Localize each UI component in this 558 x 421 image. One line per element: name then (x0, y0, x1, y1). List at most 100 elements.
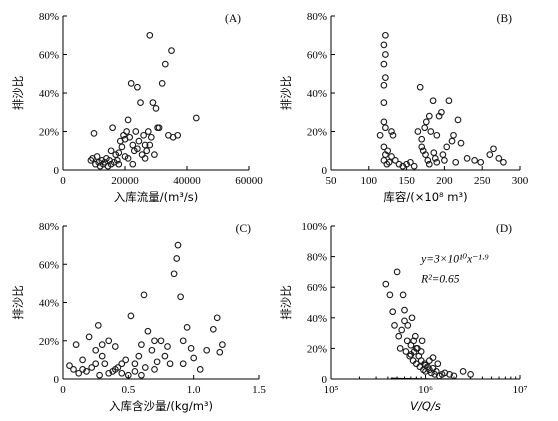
data-point (209, 325, 217, 333)
data-point (454, 116, 462, 124)
data-point (140, 291, 148, 299)
data-point (495, 155, 503, 162)
y-tick-label: 20% (39, 336, 59, 348)
y-tick-label: 80% (307, 252, 327, 264)
data-point (146, 31, 154, 39)
data-point (389, 131, 397, 139)
data-point (441, 157, 448, 164)
chart-panel-4: 0 20% 40% 60% 80% 100% 10⁵ 10⁶ 10⁷ 排沙比 V/Q/s (D) y=3… (279, 221, 528, 413)
data-point (164, 343, 171, 350)
data-point (213, 314, 221, 322)
data-point (93, 153, 101, 160)
data-point (443, 143, 451, 151)
data-point (124, 116, 132, 124)
y-axis-title: 排沙比 (279, 285, 293, 320)
data-point (155, 124, 163, 132)
data-point (101, 360, 109, 368)
data-point (399, 162, 407, 170)
data-point (166, 360, 174, 368)
data-point (157, 337, 165, 345)
data-point (138, 341, 145, 348)
x-tick-label: 10⁶ (418, 384, 433, 396)
data-point (111, 343, 119, 350)
y-tick-label: 40% (307, 313, 327, 325)
data-point (174, 131, 182, 139)
y-tick-label: 80% (307, 11, 327, 23)
data-point (190, 354, 198, 362)
data-point (161, 352, 169, 360)
data-point (467, 371, 474, 378)
data-point (446, 371, 453, 378)
data-point (421, 124, 429, 132)
data-point (418, 143, 426, 151)
data-point (115, 149, 123, 157)
data-point (386, 291, 394, 299)
y-tick-label: 0 (54, 165, 60, 177)
data-point (137, 99, 144, 106)
data-point (141, 141, 149, 149)
x-axis-title: 入库含沙量/(kg/m³) (109, 399, 213, 413)
data-point (152, 105, 160, 112)
panel-label: (B) (497, 13, 513, 25)
data-point (141, 364, 149, 371)
data-point (196, 366, 204, 373)
data-point (105, 369, 113, 377)
data-point (187, 345, 195, 352)
data-point (161, 60, 169, 68)
data-point (151, 151, 158, 158)
data-point (177, 293, 184, 301)
data-point (83, 368, 90, 375)
data-point (123, 128, 130, 135)
data-point (118, 369, 126, 377)
data-point (430, 149, 438, 157)
fit-curve (390, 377, 454, 380)
data-point (407, 158, 414, 166)
data-point (450, 372, 458, 380)
data-point (410, 337, 418, 345)
data-point (179, 360, 187, 368)
data-point (158, 80, 166, 87)
data-point (135, 137, 143, 145)
data-point (147, 133, 155, 141)
data-point (450, 131, 457, 139)
chart-panel-1: 0 20% 40% 60% 80% 0 20000 40000 60000 排沙比入库流量/(m³… (11, 11, 263, 204)
data-point (380, 81, 388, 89)
data-point (111, 366, 119, 373)
data-point (418, 135, 426, 143)
data-point (109, 124, 116, 132)
data-point (122, 356, 130, 364)
data-point (127, 312, 135, 320)
y-tick-label: 20% (307, 127, 327, 139)
data-point (412, 345, 420, 352)
data-point (500, 158, 507, 166)
x-tick-label: 0 (60, 384, 66, 396)
data-point (457, 139, 465, 147)
y-tick-label: 20% (39, 127, 59, 139)
data-point (115, 160, 123, 168)
data-point (426, 366, 433, 374)
data-point (134, 83, 141, 91)
data-point (429, 354, 437, 361)
data-point (416, 83, 424, 91)
data-point (459, 368, 467, 375)
panel-label: (C) (236, 223, 252, 235)
data-point (434, 360, 442, 368)
data-point (382, 124, 389, 132)
data-point (404, 322, 412, 329)
data-point (174, 241, 182, 249)
data-point (183, 324, 191, 331)
data-point (70, 366, 77, 373)
y-tick-label: 20% (307, 343, 327, 355)
y-tick-label: 60% (39, 259, 59, 271)
data-point (388, 153, 395, 160)
data-point (452, 158, 460, 166)
data-point (138, 371, 145, 379)
data-point (132, 128, 140, 135)
data-point (376, 131, 384, 139)
x-tick-label: 0.5 (121, 384, 135, 396)
x-tick-label: 100 (361, 175, 378, 187)
x-tick-label: 50 (326, 175, 338, 187)
y-tick-label: 40% (307, 88, 327, 100)
data-point (477, 158, 485, 166)
